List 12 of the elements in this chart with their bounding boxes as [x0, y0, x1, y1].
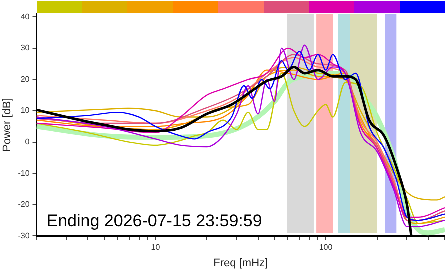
- x-tick-label: 100: [319, 243, 334, 252]
- annotation: Ending 2026-07-15 23:59:59: [46, 211, 262, 230]
- y-tick-label: 30: [20, 44, 30, 53]
- x-axis-title: Freq [mHz]: [214, 257, 268, 270]
- y-tick-label: 0: [25, 138, 30, 147]
- y-tick-label: -10: [18, 168, 30, 178]
- y-tick-label: 10: [20, 106, 30, 116]
- y-tick-label: -30: [18, 231, 30, 240]
- y-tick-label: -20: [18, 200, 30, 210]
- y-tick-label: 40: [20, 12, 30, 22]
- y-tick-label: 20: [20, 74, 30, 84]
- y-axis-title: Power [dB]: [2, 98, 14, 152]
